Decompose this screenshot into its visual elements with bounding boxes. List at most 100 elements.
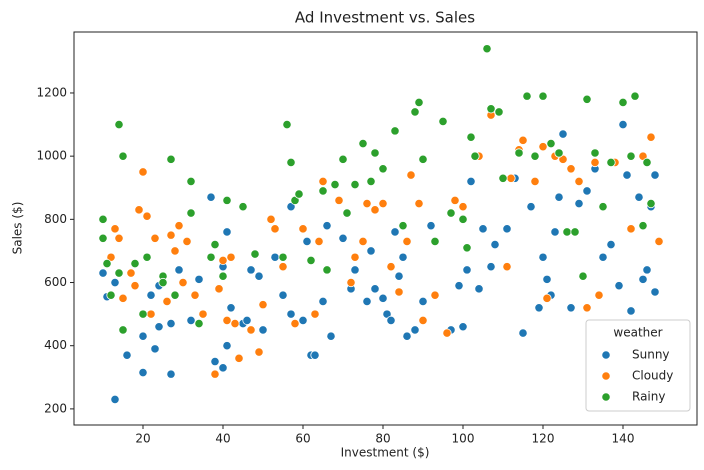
point [546,138,556,149]
point [246,265,256,275]
point [322,221,332,231]
point [338,154,348,164]
point [398,252,408,262]
point [470,151,480,161]
point [582,94,592,104]
point [506,173,516,183]
point [630,91,640,101]
point [218,255,228,266]
point [366,246,376,256]
point [222,195,232,205]
point [606,157,616,168]
point [210,240,220,250]
point [526,202,536,212]
point [478,224,488,234]
point [418,296,428,307]
point [626,151,636,161]
point [370,148,380,158]
point [130,281,140,291]
point [550,227,560,237]
point [186,176,196,187]
point [222,315,232,326]
point [298,224,308,234]
point [166,369,176,379]
point [270,224,280,234]
point [302,236,312,247]
point [650,287,660,297]
point [282,119,292,130]
point [626,224,636,234]
x-tick-label: 60 [295,432,310,446]
x-tick-label: 80 [375,432,390,446]
point [634,192,644,202]
point [330,179,340,190]
point [394,287,404,297]
point [166,154,176,164]
x-axis-label: Investment ($) [341,446,430,460]
point [542,293,552,303]
points [98,44,664,405]
point [438,116,448,127]
point [574,176,584,187]
plot-frame [73,31,698,426]
point [170,290,180,300]
y-tick-label: 1200 [36,85,67,99]
point [530,151,540,161]
point [486,262,496,272]
point [146,290,156,300]
point [178,277,188,288]
point [206,192,216,202]
point [218,363,228,373]
point [358,236,368,247]
point [502,262,512,272]
point [350,179,360,190]
y-tick-label: 1000 [36,149,67,163]
point [642,265,652,275]
point [254,271,264,281]
point [642,157,652,168]
point [110,224,120,234]
point [594,290,604,300]
chart-title: Ad Investment vs. Sales [295,9,475,27]
point [118,325,128,335]
point [214,284,224,294]
point [582,303,592,313]
point [114,119,124,130]
point [230,318,240,329]
point [462,265,472,275]
point [342,208,352,218]
point [614,281,624,291]
point [306,255,316,266]
point [110,394,120,405]
point [366,176,376,187]
x-tick-label: 100 [452,432,475,446]
point [118,293,128,303]
point [534,303,544,313]
point [418,315,428,326]
point [514,148,524,158]
y-axis-label: Sales ($) [11,202,25,255]
y-tick-label: 400 [44,338,67,352]
point [270,252,280,262]
legend-label: Rainy [632,390,665,404]
point [574,198,584,209]
point [206,252,216,262]
point [190,290,200,300]
point [186,315,196,326]
point [198,309,208,319]
point [278,290,288,300]
point [650,170,660,180]
point [250,249,260,259]
point [194,318,204,329]
point [518,135,528,145]
point [538,252,548,262]
legend-title: weather [613,326,662,340]
point [278,262,288,272]
point [110,277,120,288]
point [590,148,600,158]
point [458,214,468,224]
point [286,309,296,319]
point [362,296,372,307]
point [386,315,396,326]
point [458,202,468,212]
